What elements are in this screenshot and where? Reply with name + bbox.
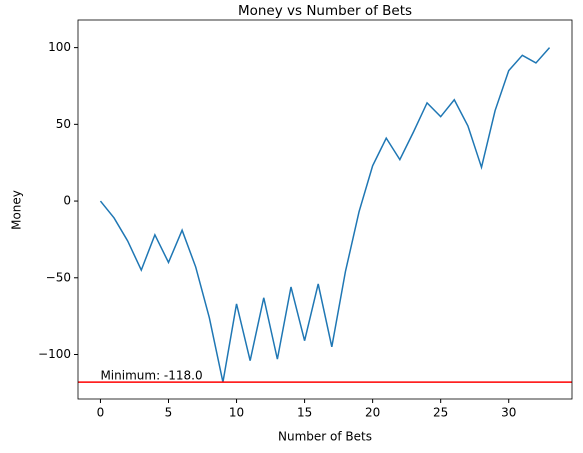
x-tick-label: 15 — [297, 406, 312, 420]
chart-title: Money vs Number of Bets — [238, 3, 412, 19]
x-tick-label: 0 — [97, 406, 105, 420]
x-tick-label: 25 — [433, 406, 448, 420]
y-tick-label: −100 — [38, 347, 71, 361]
y-tick-label: 50 — [56, 117, 71, 131]
reference-label: Minimum: -118.0 — [100, 369, 202, 383]
plot-frame — [77, 19, 573, 400]
y-tick-label: −50 — [46, 270, 71, 284]
x-tick-label: 5 — [165, 406, 173, 420]
x-tick-label: 30 — [501, 406, 516, 420]
y-axis-label: Money — [10, 190, 24, 230]
x-tick-label: 20 — [365, 406, 380, 420]
data-line — [99, 47, 551, 383]
x-tick-label: 10 — [229, 406, 244, 420]
x-axis-label: Number of Bets — [278, 430, 372, 444]
y-tick-label: 100 — [48, 40, 71, 54]
y-tick-label: 0 — [63, 194, 71, 208]
